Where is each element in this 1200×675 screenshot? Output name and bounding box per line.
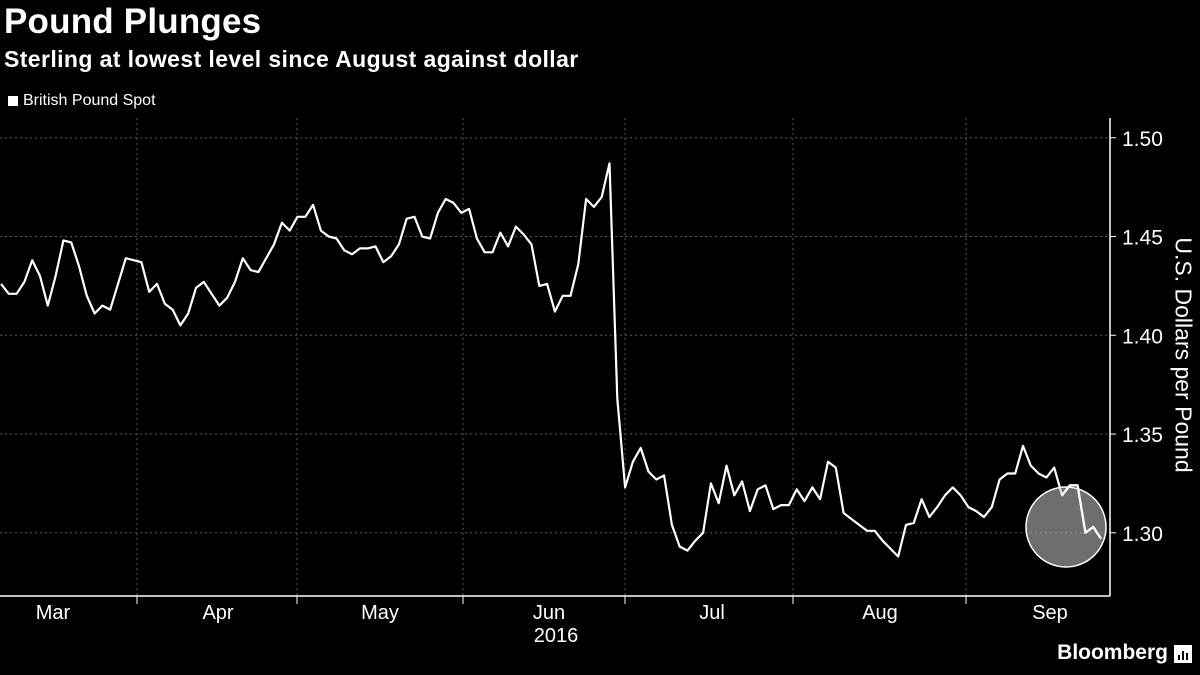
- y-tick-label: 1.35: [1122, 424, 1163, 447]
- highlight-circle: [1025, 486, 1107, 568]
- legend-swatch: [8, 96, 18, 106]
- y-tick-label: 1.50: [1122, 128, 1163, 151]
- x-tick-label: Sep: [1032, 602, 1068, 624]
- x-tick-label: May: [361, 602, 399, 624]
- x-year-label: 2016: [534, 625, 579, 647]
- bloomberg-logo: Bloomberg: [1057, 641, 1168, 664]
- legend-label: British Pound Spot: [23, 92, 156, 109]
- y-axis-ticks: 1.30 1.35 1.40 1.45 1.50: [1110, 128, 1163, 546]
- series-line-british-pound-spot: [0, 162, 1102, 558]
- highlight-layer: [1025, 484, 1107, 568]
- y-tick-label: 1.45: [1122, 227, 1163, 250]
- x-tick-label: Apr: [202, 602, 233, 624]
- x-tick-label: Jul: [699, 602, 725, 624]
- y-tick-label: 1.30: [1122, 523, 1163, 546]
- x-tick-label: Aug: [862, 602, 898, 624]
- bloomberg-chart-icon: [1174, 645, 1192, 663]
- x-tick-label: Mar: [36, 602, 71, 624]
- series-line-latest-segment: [1061, 484, 1102, 540]
- axis-lines: [0, 118, 1111, 597]
- chart-title: Pound Plunges: [4, 2, 262, 41]
- x-axis-ticks: Mar Apr May Jun Jul Aug Sep 2016: [36, 596, 1068, 647]
- x-tick-label: Jun: [533, 602, 565, 624]
- y-tick-label: 1.40: [1122, 325, 1163, 348]
- series-layer: [0, 162, 1102, 558]
- legend: British Pound Spot: [8, 92, 156, 110]
- y-axis-label: U.S. Dollars per Pound: [1170, 237, 1197, 473]
- chart-subtitle: Sterling at lowest level since August ag…: [4, 46, 579, 72]
- grid-lines: [0, 118, 1110, 596]
